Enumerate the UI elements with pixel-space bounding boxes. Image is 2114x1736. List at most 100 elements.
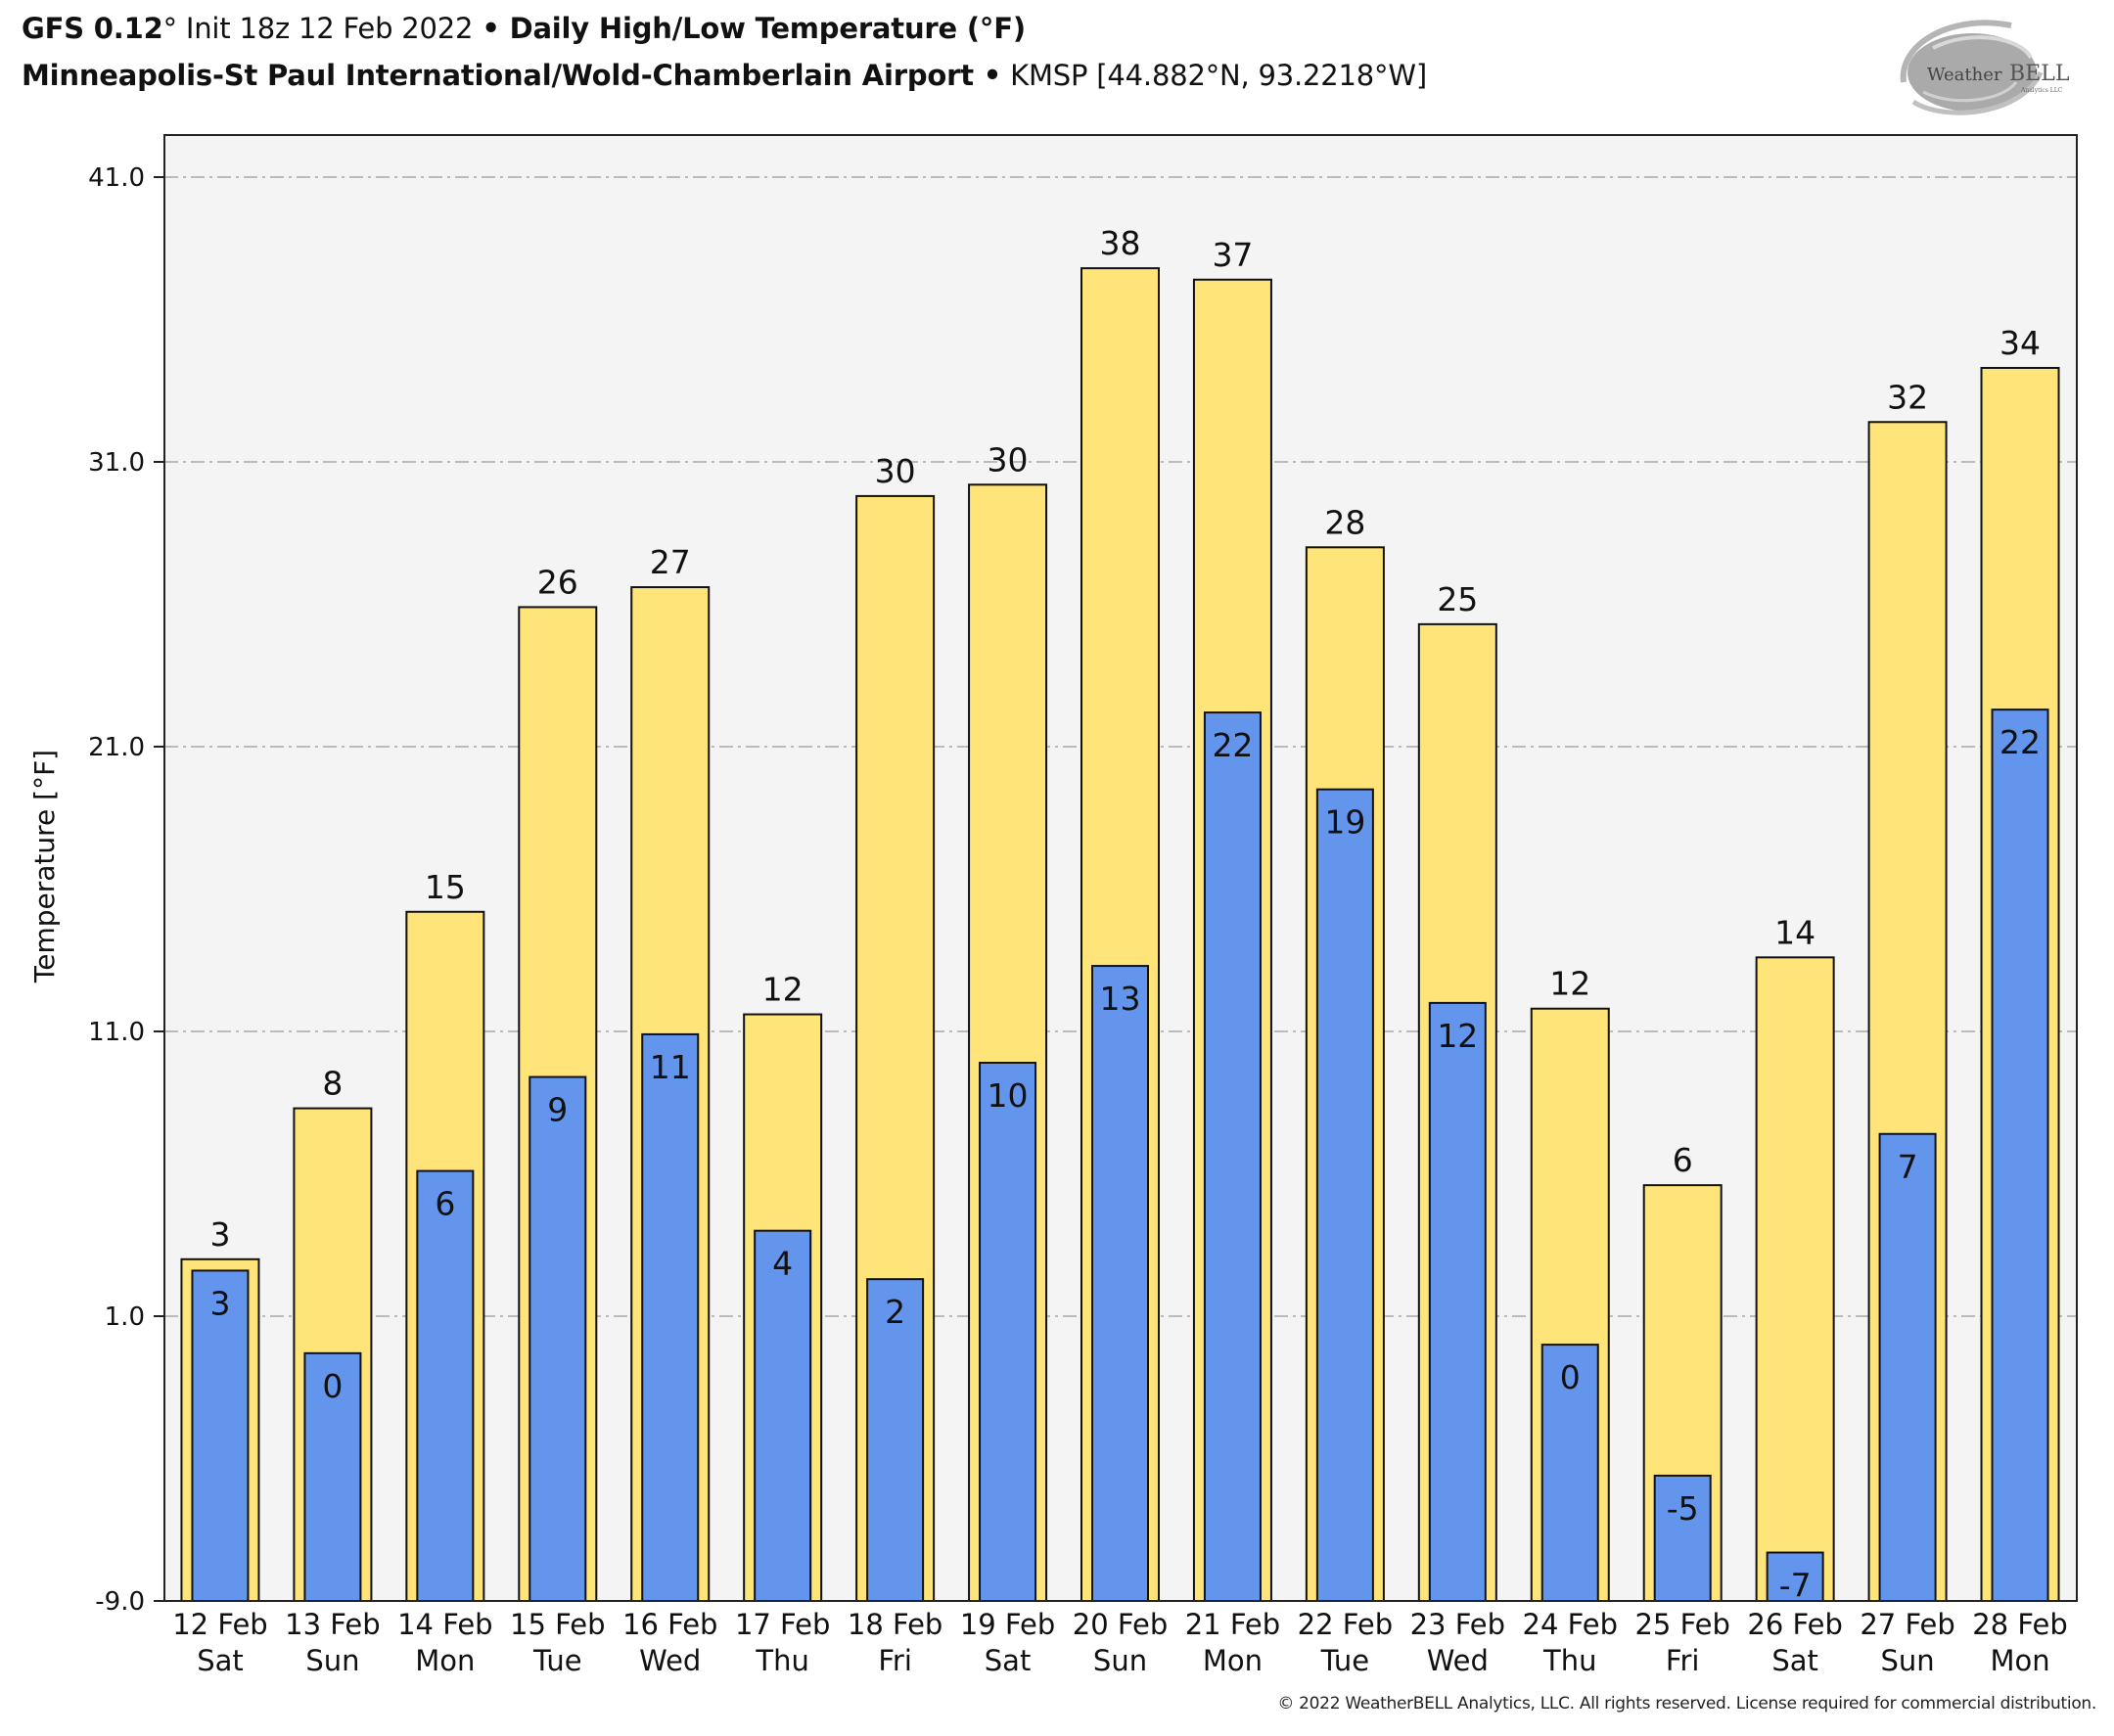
high-temp-label: 26 (537, 563, 578, 601)
low-temp-bar (641, 1032, 700, 1603)
low-temp-bar (1428, 1001, 1487, 1602)
high-temp-label: 14 (1774, 913, 1815, 951)
chart-title-line-1: GFS 0.12° Init 18z 12 Feb 2022 • Daily H… (22, 12, 1026, 45)
high-temp-label: 30 (988, 440, 1029, 479)
x-tick-date: 28 Feb (1972, 1608, 2067, 1641)
x-tick-date: 26 Feb (1747, 1608, 1842, 1641)
bars: 3380156269271112430230103813372228192512… (180, 224, 2060, 1605)
low-temp-bar (416, 1169, 475, 1602)
x-tick-date: 18 Feb (848, 1608, 942, 1641)
x-tick-weekday: Sun (1881, 1644, 1935, 1677)
high-temp-label: 27 (650, 543, 691, 581)
low-temp-bar (1091, 965, 1149, 1602)
low-temp-bar (1991, 708, 2049, 1602)
high-temp-label: 25 (1437, 580, 1478, 618)
x-tick-weekday: Sun (305, 1644, 359, 1677)
x-tick-date: 12 Feb (172, 1608, 267, 1641)
x-tick-date: 17 Feb (735, 1608, 830, 1641)
low-temp-bar (979, 1062, 1037, 1602)
x-tick-date: 23 Feb (1410, 1608, 1505, 1641)
y-tick-label: 1.0 (105, 1302, 145, 1332)
x-tick-weekday: Mon (1990, 1644, 2049, 1677)
low-temp-bar (1878, 1132, 1937, 1602)
swirl-icon: Weather BELL Analytics LLC (1900, 20, 2070, 115)
x-tick-date: 21 Feb (1185, 1608, 1280, 1641)
low-temp-label: 13 (1100, 980, 1141, 1018)
high-temp-label: 6 (1673, 1141, 1693, 1179)
low-temp-label: 2 (885, 1293, 905, 1331)
y-tick-label: 21.0 (88, 733, 145, 762)
logo-text-bell: BELL (2009, 62, 2070, 86)
x-tick-date: 27 Feb (1860, 1608, 1954, 1641)
low-temp-bar (754, 1229, 812, 1602)
plot-frame (163, 134, 2078, 1602)
x-tick-weekday: Mon (415, 1644, 475, 1677)
low-temp-label: 22 (1999, 723, 2041, 761)
high-temp-label: 30 (875, 452, 916, 490)
low-temp-label: 4 (772, 1245, 793, 1283)
low-temp-label: 0 (322, 1367, 343, 1405)
init-time: Init 18z 12 Feb 2022 (176, 12, 483, 45)
low-temp-bar (191, 1269, 250, 1602)
model-name: GFS 0.12 (22, 12, 163, 45)
high-temp-label: 34 (1999, 324, 2041, 362)
logo-text-weather: Weather (1927, 65, 2002, 85)
x-tick-date: 19 Feb (960, 1608, 1055, 1641)
high-temp-label: 15 (425, 868, 466, 906)
low-temp-label: 0 (1560, 1358, 1581, 1396)
low-temp-bar (303, 1351, 362, 1602)
low-temp-label: 19 (1324, 803, 1365, 842)
x-tick-weekday: Thu (1542, 1644, 1596, 1677)
low-temp-bar (1653, 1474, 1712, 1602)
low-temp-label: -5 (1667, 1489, 1699, 1528)
high-temp-label: 37 (1212, 236, 1253, 274)
high-temp-label: 38 (1100, 224, 1141, 262)
x-tick-date: 15 Feb (510, 1608, 605, 1641)
x-tick-weekday: Sat (197, 1644, 244, 1677)
weatherbell-logo: Weather BELL Analytics LLC (1894, 14, 2080, 119)
low-temp-bar (1315, 788, 1374, 1602)
degree-mark: ° (162, 12, 178, 45)
low-temp-bar (1540, 1344, 1599, 1602)
low-temp-label: 22 (1212, 726, 1253, 764)
high-temp-label: 28 (1324, 503, 1365, 541)
x-tick-date: 22 Feb (1298, 1608, 1393, 1641)
low-temp-label: 3 (209, 1284, 230, 1322)
high-temp-label: 8 (322, 1065, 343, 1103)
station-name: Minneapolis-St Paul International/Wold-C… (22, 59, 984, 92)
x-tick-date: 20 Feb (1073, 1608, 1168, 1641)
low-temp-bar (1203, 711, 1262, 1602)
high-temp-label: 12 (762, 971, 804, 1009)
low-temp-bar (866, 1278, 925, 1603)
x-tick-date: 13 Feb (285, 1608, 380, 1641)
x-tick-weekday: Mon (1203, 1644, 1263, 1677)
y-axis: -9.0 1.0 11.0 21.0 31.0 41.0 (88, 163, 164, 1617)
y-tick-label: 11.0 (88, 1018, 145, 1047)
low-temp-label: 12 (1437, 1017, 1478, 1055)
low-temp-label: 10 (988, 1076, 1029, 1115)
bullet-separator: • (983, 59, 1002, 92)
x-tick-weekday: Fri (878, 1644, 912, 1677)
x-tick-weekday: Tue (1320, 1644, 1370, 1677)
low-temp-label: -7 (1779, 1567, 1812, 1605)
y-tick-label: 41.0 (88, 163, 145, 193)
x-tick-weekday: Wed (639, 1644, 701, 1677)
low-temp-label: 9 (547, 1091, 568, 1129)
high-temp-label: 32 (1887, 378, 1928, 416)
x-tick-weekday: Wed (1427, 1644, 1489, 1677)
y-tick-label: 31.0 (88, 448, 145, 478)
high-temp-bar (1755, 956, 1835, 1602)
x-tick-weekday: Tue (532, 1644, 582, 1677)
x-tick-date: 14 Feb (397, 1608, 492, 1641)
bullet-separator: • (482, 12, 500, 45)
low-temp-label: 7 (1898, 1148, 1918, 1186)
low-temp-bar (1766, 1551, 1824, 1603)
logo-subtext: Analytics LLC (2020, 87, 2063, 94)
x-tick-weekday: Sat (985, 1644, 1032, 1677)
high-temp-label: 12 (1549, 965, 1590, 1003)
x-tick-date: 24 Feb (1523, 1608, 1618, 1641)
high-temp-label: 3 (209, 1215, 230, 1254)
x-tick-date: 16 Feb (622, 1608, 717, 1641)
